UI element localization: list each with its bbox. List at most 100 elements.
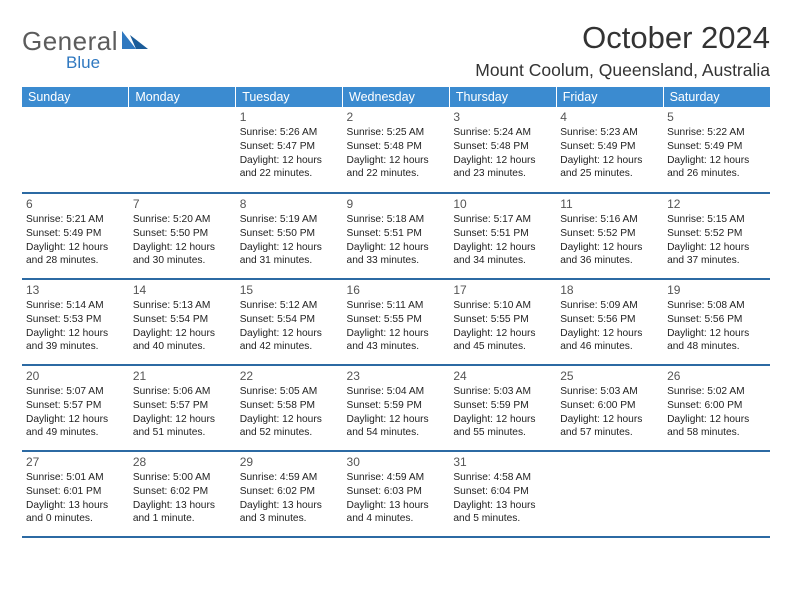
day-number: 20 — [26, 366, 125, 385]
day-number: 16 — [347, 280, 446, 299]
day-detail-line: Sunset: 5:47 PM — [240, 140, 339, 154]
day-detail-line: Daylight: 12 hours — [26, 327, 125, 341]
day-detail-line: Daylight: 12 hours — [240, 327, 339, 341]
day-detail-line: Sunset: 5:57 PM — [133, 399, 232, 413]
day-detail-line: Sunrise: 5:13 AM — [133, 299, 232, 313]
day-detail-line: Daylight: 12 hours — [560, 241, 659, 255]
day-details: Sunrise: 5:01 AMSunset: 6:01 PMDaylight:… — [26, 471, 125, 526]
day-detail-line: Sunrise: 5:06 AM — [133, 385, 232, 399]
day-detail-line: and 28 minutes. — [26, 254, 125, 268]
day-number: 14 — [133, 280, 232, 299]
day-detail-line: Sunrise: 5:12 AM — [240, 299, 339, 313]
day-number: 10 — [453, 194, 552, 213]
day-detail-line: Sunrise: 5:19 AM — [240, 213, 339, 227]
calendar-day-cell: 2Sunrise: 5:25 AMSunset: 5:48 PMDaylight… — [343, 107, 450, 193]
calendar-day-cell: 1Sunrise: 5:26 AMSunset: 5:47 PMDaylight… — [236, 107, 343, 193]
calendar-day-cell: 15Sunrise: 5:12 AMSunset: 5:54 PMDayligh… — [236, 279, 343, 365]
day-number: 25 — [560, 366, 659, 385]
day-detail-line: Daylight: 13 hours — [26, 499, 125, 513]
day-detail-line: and 0 minutes. — [26, 512, 125, 526]
calendar-body: 1Sunrise: 5:26 AMSunset: 5:47 PMDaylight… — [22, 107, 770, 537]
day-detail-line: Sunrise: 5:20 AM — [133, 213, 232, 227]
day-details: Sunrise: 5:24 AMSunset: 5:48 PMDaylight:… — [453, 126, 552, 181]
day-detail-line: Sunrise: 5:10 AM — [453, 299, 552, 313]
day-detail-line: Sunrise: 5:11 AM — [347, 299, 446, 313]
day-detail-line: Sunrise: 5:08 AM — [667, 299, 766, 313]
day-detail-line: Sunset: 5:54 PM — [133, 313, 232, 327]
day-detail-line: Sunrise: 5:23 AM — [560, 126, 659, 140]
day-details: Sunrise: 5:13 AMSunset: 5:54 PMDaylight:… — [133, 299, 232, 354]
day-detail-line: Daylight: 12 hours — [347, 241, 446, 255]
day-detail-line: Sunset: 6:00 PM — [667, 399, 766, 413]
day-details: Sunrise: 5:10 AMSunset: 5:55 PMDaylight:… — [453, 299, 552, 354]
calendar-day-cell: 10Sunrise: 5:17 AMSunset: 5:51 PMDayligh… — [449, 193, 556, 279]
day-details: Sunrise: 5:17 AMSunset: 5:51 PMDaylight:… — [453, 213, 552, 268]
day-detail-line: Sunset: 5:50 PM — [240, 227, 339, 241]
day-number: 29 — [240, 452, 339, 471]
calendar-day-cell: 14Sunrise: 5:13 AMSunset: 5:54 PMDayligh… — [129, 279, 236, 365]
calendar-week-row: 1Sunrise: 5:26 AMSunset: 5:47 PMDaylight… — [22, 107, 770, 193]
calendar-day-cell: 8Sunrise: 5:19 AMSunset: 5:50 PMDaylight… — [236, 193, 343, 279]
day-detail-line: and 42 minutes. — [240, 340, 339, 354]
day-number: 13 — [26, 280, 125, 299]
calendar-empty-cell — [129, 107, 236, 193]
day-detail-line: Sunset: 5:59 PM — [347, 399, 446, 413]
day-detail-line: and 30 minutes. — [133, 254, 232, 268]
day-detail-line: Sunset: 5:48 PM — [453, 140, 552, 154]
day-detail-line: and 26 minutes. — [667, 167, 766, 181]
calendar-day-cell: 11Sunrise: 5:16 AMSunset: 5:52 PMDayligh… — [556, 193, 663, 279]
day-detail-line: and 52 minutes. — [240, 426, 339, 440]
weekday-header: Saturday — [663, 87, 770, 107]
day-details: Sunrise: 5:04 AMSunset: 5:59 PMDaylight:… — [347, 385, 446, 440]
day-details: Sunrise: 5:16 AMSunset: 5:52 PMDaylight:… — [560, 213, 659, 268]
day-details: Sunrise: 4:58 AMSunset: 6:04 PMDaylight:… — [453, 471, 552, 526]
month-title: October 2024 — [475, 20, 770, 56]
day-detail-line: Daylight: 12 hours — [347, 327, 446, 341]
day-detail-line: Sunrise: 5:24 AM — [453, 126, 552, 140]
day-detail-line: Daylight: 12 hours — [560, 327, 659, 341]
day-detail-line: Daylight: 13 hours — [240, 499, 339, 513]
day-detail-line: Daylight: 12 hours — [560, 413, 659, 427]
day-number: 12 — [667, 194, 766, 213]
day-detail-line: Sunrise: 5:03 AM — [560, 385, 659, 399]
day-detail-line: Daylight: 13 hours — [453, 499, 552, 513]
day-details: Sunrise: 5:20 AMSunset: 5:50 PMDaylight:… — [133, 213, 232, 268]
day-number: 3 — [453, 107, 552, 126]
day-detail-line: Sunset: 5:57 PM — [26, 399, 125, 413]
day-details: Sunrise: 5:15 AMSunset: 5:52 PMDaylight:… — [667, 213, 766, 268]
day-detail-line: Sunset: 5:52 PM — [667, 227, 766, 241]
day-detail-line: Sunset: 5:53 PM — [26, 313, 125, 327]
calendar-day-cell: 7Sunrise: 5:20 AMSunset: 5:50 PMDaylight… — [129, 193, 236, 279]
calendar-day-cell: 13Sunrise: 5:14 AMSunset: 5:53 PMDayligh… — [22, 279, 129, 365]
calendar-empty-cell — [22, 107, 129, 193]
calendar-empty-cell — [663, 451, 770, 537]
calendar-day-cell: 5Sunrise: 5:22 AMSunset: 5:49 PMDaylight… — [663, 107, 770, 193]
day-detail-line: Daylight: 12 hours — [240, 154, 339, 168]
day-number: 23 — [347, 366, 446, 385]
day-details: Sunrise: 5:09 AMSunset: 5:56 PMDaylight:… — [560, 299, 659, 354]
day-details: Sunrise: 4:59 AMSunset: 6:02 PMDaylight:… — [240, 471, 339, 526]
calendar-week-row: 20Sunrise: 5:07 AMSunset: 5:57 PMDayligh… — [22, 365, 770, 451]
day-details: Sunrise: 5:03 AMSunset: 6:00 PMDaylight:… — [560, 385, 659, 440]
day-detail-line: Daylight: 12 hours — [26, 241, 125, 255]
day-detail-line: and 22 minutes. — [240, 167, 339, 181]
day-number: 11 — [560, 194, 659, 213]
logo-block: General Blue — [22, 20, 150, 73]
day-number: 17 — [453, 280, 552, 299]
day-detail-line: and 22 minutes. — [347, 167, 446, 181]
day-number: 19 — [667, 280, 766, 299]
calendar-week-row: 13Sunrise: 5:14 AMSunset: 5:53 PMDayligh… — [22, 279, 770, 365]
day-details: Sunrise: 5:25 AMSunset: 5:48 PMDaylight:… — [347, 126, 446, 181]
day-details: Sunrise: 5:06 AMSunset: 5:57 PMDaylight:… — [133, 385, 232, 440]
day-detail-line: and 31 minutes. — [240, 254, 339, 268]
weekday-header: Sunday — [22, 87, 129, 107]
day-detail-line: Sunrise: 5:15 AM — [667, 213, 766, 227]
day-number: 1 — [240, 107, 339, 126]
day-detail-line: Sunset: 5:51 PM — [453, 227, 552, 241]
day-detail-line: Sunrise: 5:00 AM — [133, 471, 232, 485]
day-detail-line: Sunrise: 5:07 AM — [26, 385, 125, 399]
day-detail-line: Sunset: 5:51 PM — [347, 227, 446, 241]
day-number: 28 — [133, 452, 232, 471]
day-number: 6 — [26, 194, 125, 213]
weekday-header: Friday — [556, 87, 663, 107]
